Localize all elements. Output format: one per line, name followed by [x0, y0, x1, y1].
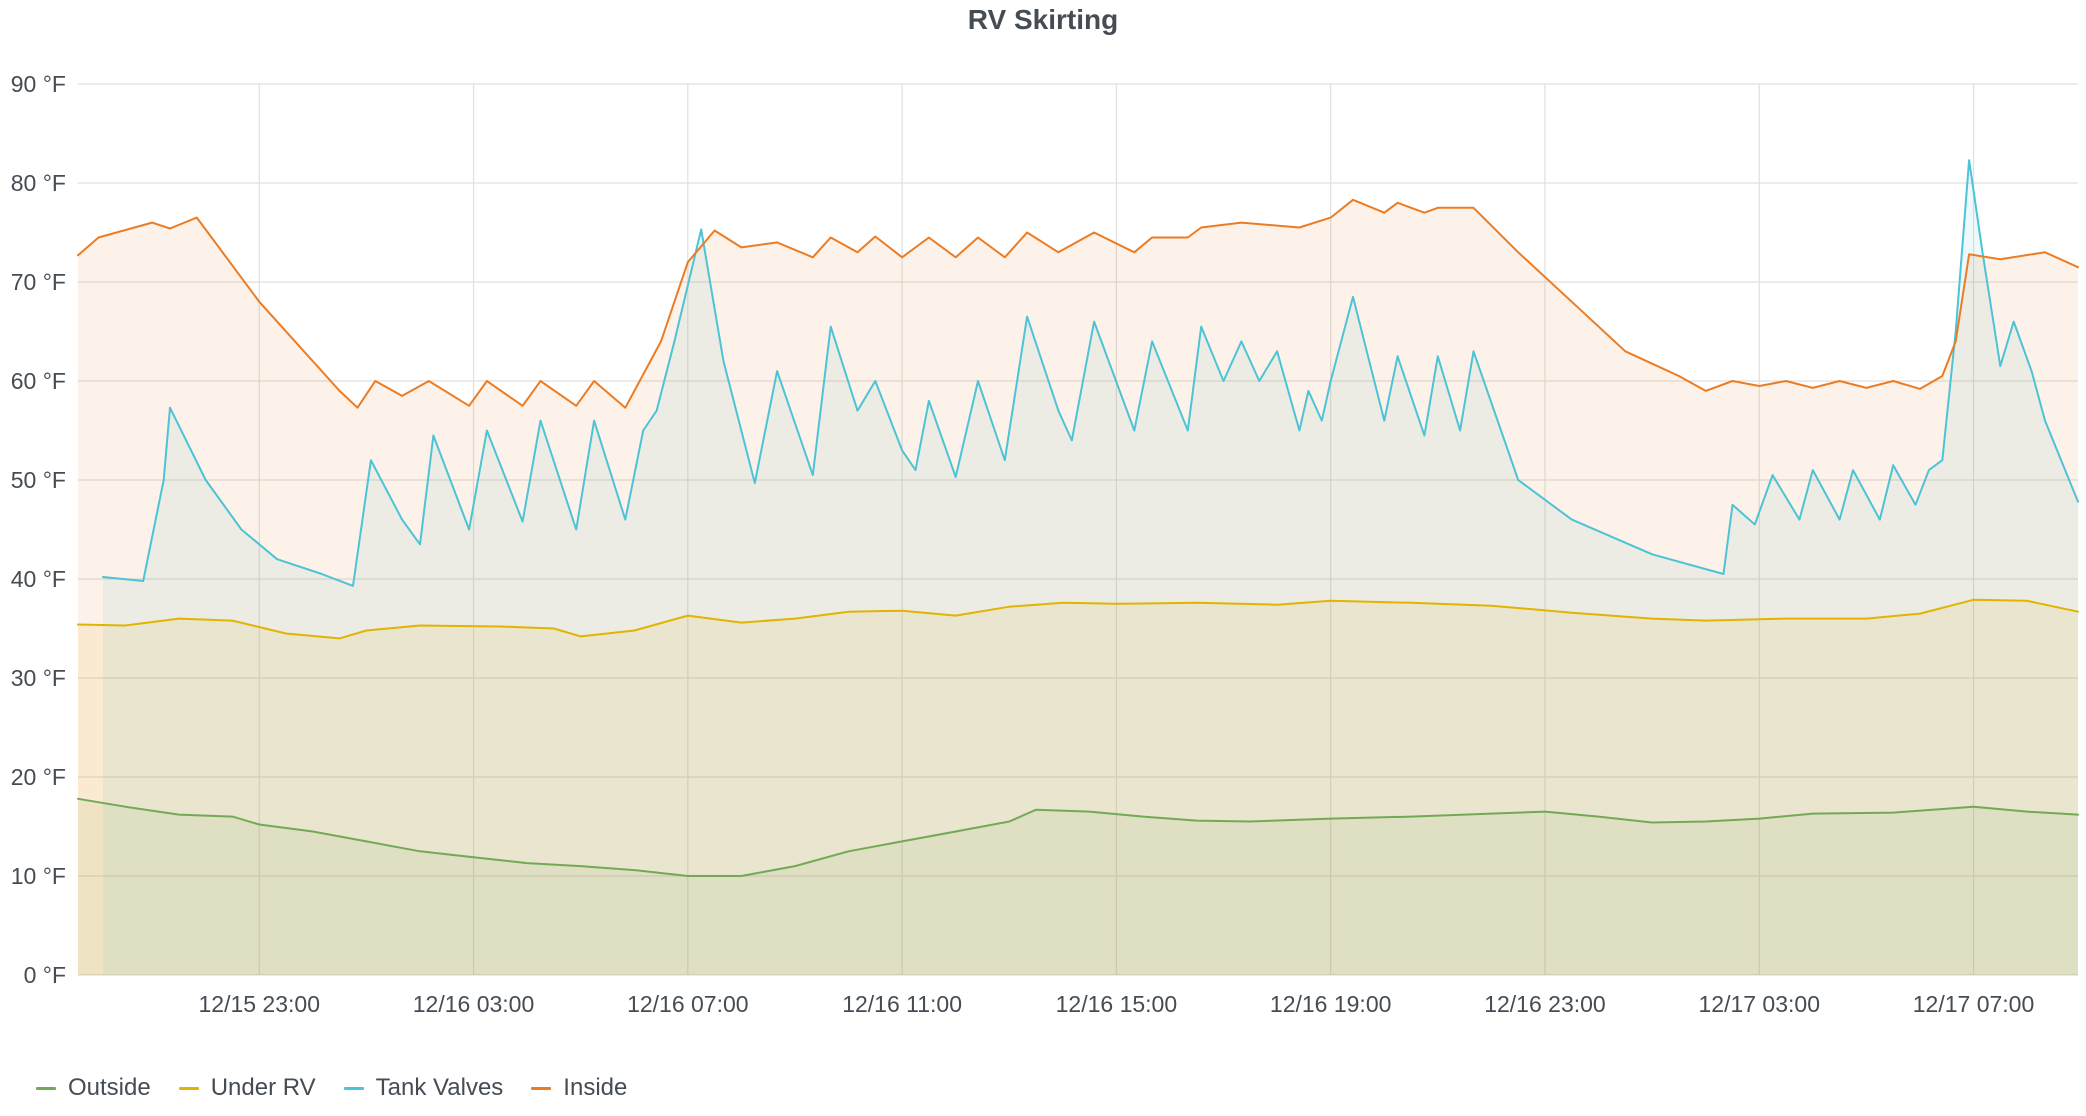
series-area-outside [78, 798, 2078, 975]
series-line-under-rv[interactable] [77, 598, 2079, 640]
legend-label: Inside [563, 1074, 628, 1101]
chart-title: RV Skirting [967, 4, 1119, 35]
y-tick-label: 50 °F [11, 467, 66, 493]
series-area-under-rv [78, 599, 2078, 975]
legend-swatch-inside [531, 1086, 552, 1090]
legend-swatch-tank-valves [343, 1086, 364, 1090]
series-line-tank-valves[interactable] [102, 159, 2079, 587]
y-tick-label: 0 °F [24, 962, 66, 988]
x-tick-label: 12/17 03:00 [1698, 991, 1820, 1017]
legend-item-under-rv[interactable]: Under RV [178, 1074, 316, 1102]
y-tick-label: 30 °F [11, 665, 66, 691]
legend-label: Tank Valves [375, 1074, 504, 1101]
legend-swatch-under-rv [178, 1086, 199, 1090]
grid [78, 83, 2078, 976]
y-tick-label: 80 °F [11, 170, 66, 196]
y-tick-label: 90 °F [11, 71, 66, 97]
y-axis: 0 °F 10 °F 20 °F 30 °F 40 °F 50 °F 60 °F 70 °F 8… [11, 71, 66, 988]
x-tick-label: 12/16 19:00 [1270, 991, 1392, 1017]
series-areas [78, 160, 2078, 976]
legend-item-outside[interactable]: Outside [36, 1074, 151, 1102]
x-tick-label: 12/16 11:00 [842, 991, 962, 1017]
x-tick-label: 12/16 07:00 [627, 991, 749, 1017]
series-lines[interactable] [77, 159, 2079, 877]
x-tick-label: 12/16 15:00 [1056, 991, 1178, 1017]
series-area-tank-valves [103, 160, 2078, 975]
series-area-inside [78, 199, 2078, 976]
y-tick-label: 60 °F [11, 368, 66, 394]
y-tick-label: 10 °F [11, 863, 66, 889]
legend: Outside Under RV Tank Valves Inside [36, 1074, 655, 1102]
legend-label: Outside [68, 1074, 151, 1101]
x-tick-label: 12/15 23:00 [198, 991, 320, 1017]
series-line-inside[interactable] [77, 198, 2079, 409]
legend-label: Under RV [210, 1074, 316, 1101]
y-tick-label: 70 °F [11, 269, 66, 295]
x-axis: 12/15 23:00 12/16 03:00 12/16 07:00 12/16 1… [198, 991, 2034, 1017]
y-tick-label: 40 °F [11, 566, 66, 592]
series-line-outside[interactable] [77, 797, 2079, 877]
legend-item-inside[interactable]: Inside [531, 1074, 627, 1102]
legend-swatch-outside [36, 1086, 56, 1090]
y-tick-label: 20 °F [11, 764, 66, 790]
legend-item-tank-valves[interactable]: Tank Valves [343, 1074, 504, 1102]
x-tick-label: 12/16 23:00 [1484, 991, 1606, 1017]
x-tick-label: 12/16 03:00 [413, 991, 535, 1017]
x-tick-label: 12/17 07:00 [1913, 991, 2035, 1017]
